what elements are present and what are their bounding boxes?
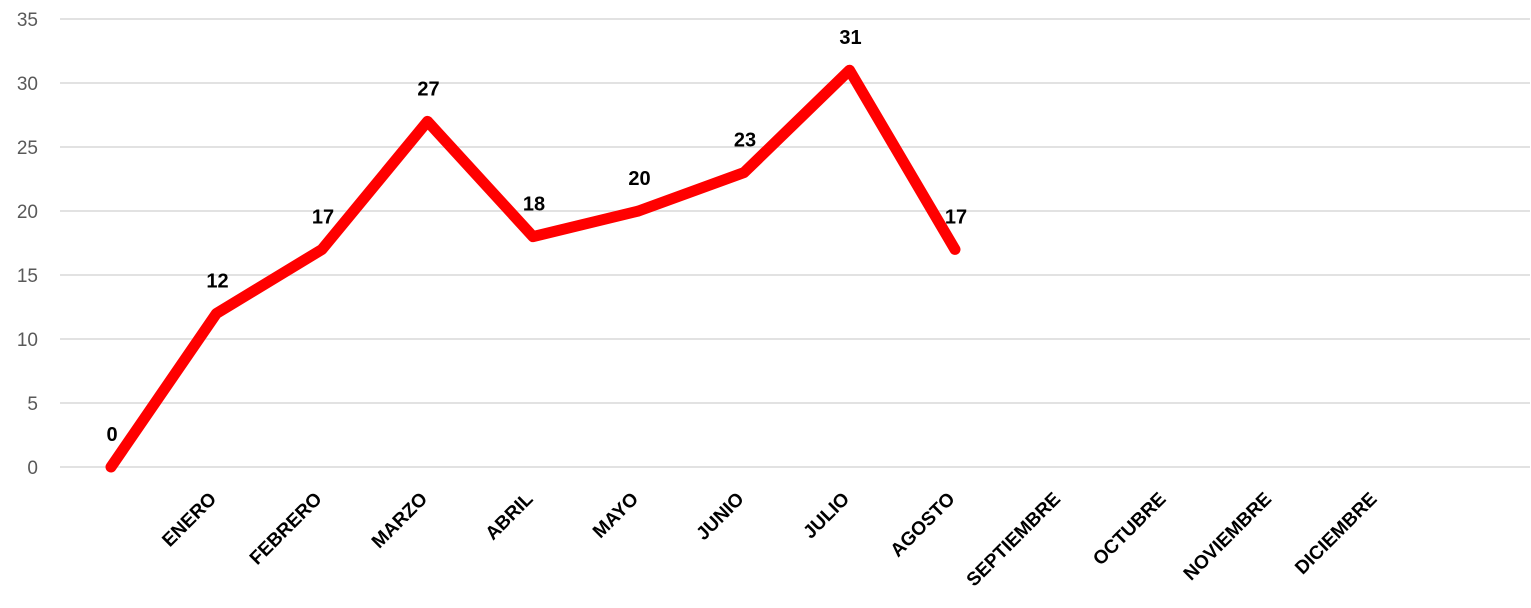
x-tick-label: MARZO — [368, 489, 432, 553]
x-tick-label: ENERO — [158, 489, 221, 552]
data-label: 17 — [945, 206, 967, 228]
y-tick-label: 20 — [17, 202, 38, 223]
x-axis-ticks: ENERO FEBRERO MARZO ABRIL MAYO JUNIO JULIO AGOS… — [158, 488, 1381, 590]
data-labels: 0 12 17 27 18 20 23 31 17 — [106, 27, 967, 446]
x-tick-label: ABRIL — [482, 488, 538, 544]
y-tick-label: 10 — [17, 330, 38, 351]
y-tick-label: 0 — [27, 458, 38, 479]
series-line — [105, 64, 961, 473]
x-tick-label: AGOSTO — [887, 489, 960, 562]
x-tick-label: DICIEMBRE — [1291, 489, 1381, 579]
y-tick-label: 25 — [17, 138, 38, 159]
data-label: 31 — [839, 27, 861, 49]
x-tick-label: OCTUBRE — [1089, 489, 1170, 570]
y-tick-label: 30 — [17, 74, 38, 95]
series-lines — [105, 64, 961, 473]
data-label: 20 — [628, 168, 650, 190]
gridlines — [60, 18, 1530, 468]
x-tick-label: JUNIO — [693, 489, 749, 545]
data-label: 17 — [312, 206, 334, 228]
x-tick-label: FEBRERO — [246, 489, 327, 570]
data-label: 27 — [417, 78, 439, 100]
x-tick-label: SEPTIEMBRE — [963, 489, 1065, 591]
data-label: 12 — [206, 270, 228, 292]
data-label: 0 — [106, 424, 117, 446]
x-tick-label: NOVIEMBRE — [1180, 489, 1276, 585]
x-tick-label: JULIO — [800, 489, 854, 543]
data-label: 18 — [523, 194, 545, 216]
y-axis-ticks: 0 5 10 15 20 25 30 35 — [17, 10, 38, 479]
y-tick-label: 5 — [27, 394, 38, 415]
x-tick-label: MAYO — [589, 489, 643, 543]
y-tick-label: 15 — [17, 266, 38, 287]
data-label: 23 — [734, 130, 756, 152]
y-tick-label: 35 — [17, 10, 38, 31]
